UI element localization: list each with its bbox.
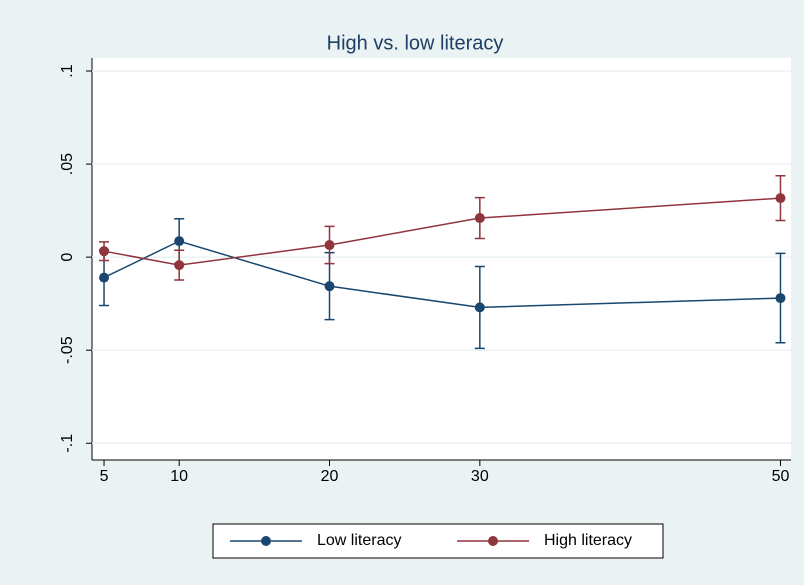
y-tick-label: -.1 [59,434,76,453]
y-tick-label: 0 [59,253,76,262]
point [474,213,485,224]
point [174,260,185,271]
x-tick-label: 10 [170,468,188,485]
y-tick-label: .05 [59,153,76,175]
x-tick-label: 20 [321,468,339,485]
point [775,193,786,204]
point [99,272,110,283]
x-tick-label: 5 [100,468,109,485]
point [324,281,335,292]
x-tick-label: 50 [772,468,790,485]
point [99,246,110,257]
point [474,302,485,313]
legend-label: Low literacy [317,532,401,549]
point [775,293,786,304]
legend-marker [261,536,271,546]
legend-label: High literacy [544,532,632,549]
x-tick-label: 30 [471,468,489,485]
y-tick-label: -.05 [59,336,76,364]
legend-marker [488,536,498,546]
y-tick-label: .1 [59,64,76,77]
chart-title: High vs. low literacy [327,32,504,54]
point [324,240,335,251]
plot-area [92,58,791,460]
point [174,236,185,247]
